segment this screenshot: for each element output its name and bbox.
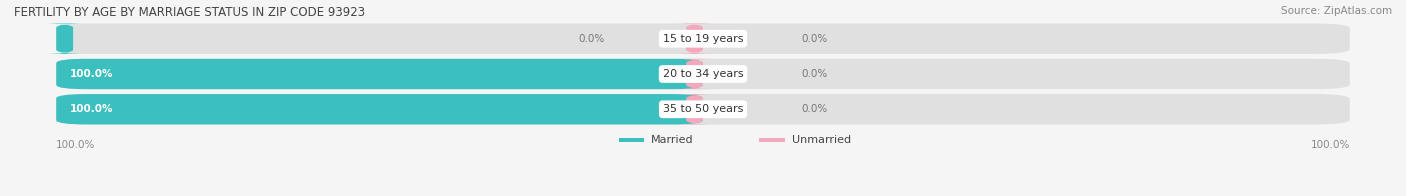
- Text: 100.0%: 100.0%: [70, 69, 114, 79]
- FancyBboxPatch shape: [672, 24, 717, 54]
- Text: 20 to 34 years: 20 to 34 years: [662, 69, 744, 79]
- Text: 100.0%: 100.0%: [70, 104, 114, 114]
- FancyBboxPatch shape: [56, 59, 703, 89]
- Text: 100.0%: 100.0%: [1310, 140, 1350, 150]
- FancyBboxPatch shape: [56, 24, 1350, 54]
- Text: Source: ZipAtlas.com: Source: ZipAtlas.com: [1281, 6, 1392, 16]
- Text: Unmarried: Unmarried: [792, 135, 851, 145]
- Text: 15 to 19 years: 15 to 19 years: [662, 34, 744, 44]
- Text: FERTILITY BY AGE BY MARRIAGE STATUS IN ZIP CODE 93923: FERTILITY BY AGE BY MARRIAGE STATUS IN Z…: [14, 6, 366, 19]
- FancyBboxPatch shape: [56, 59, 1350, 89]
- FancyBboxPatch shape: [759, 138, 785, 142]
- Text: 0.0%: 0.0%: [801, 104, 828, 114]
- FancyBboxPatch shape: [672, 94, 717, 124]
- Text: 0.0%: 0.0%: [578, 34, 605, 44]
- Text: 100.0%: 100.0%: [56, 140, 96, 150]
- Text: 35 to 50 years: 35 to 50 years: [662, 104, 744, 114]
- Text: 0.0%: 0.0%: [801, 69, 828, 79]
- FancyBboxPatch shape: [619, 138, 644, 142]
- FancyBboxPatch shape: [56, 94, 1350, 124]
- Text: Married: Married: [651, 135, 693, 145]
- FancyBboxPatch shape: [42, 24, 87, 54]
- FancyBboxPatch shape: [672, 59, 717, 89]
- FancyBboxPatch shape: [56, 94, 703, 124]
- Text: 0.0%: 0.0%: [801, 34, 828, 44]
